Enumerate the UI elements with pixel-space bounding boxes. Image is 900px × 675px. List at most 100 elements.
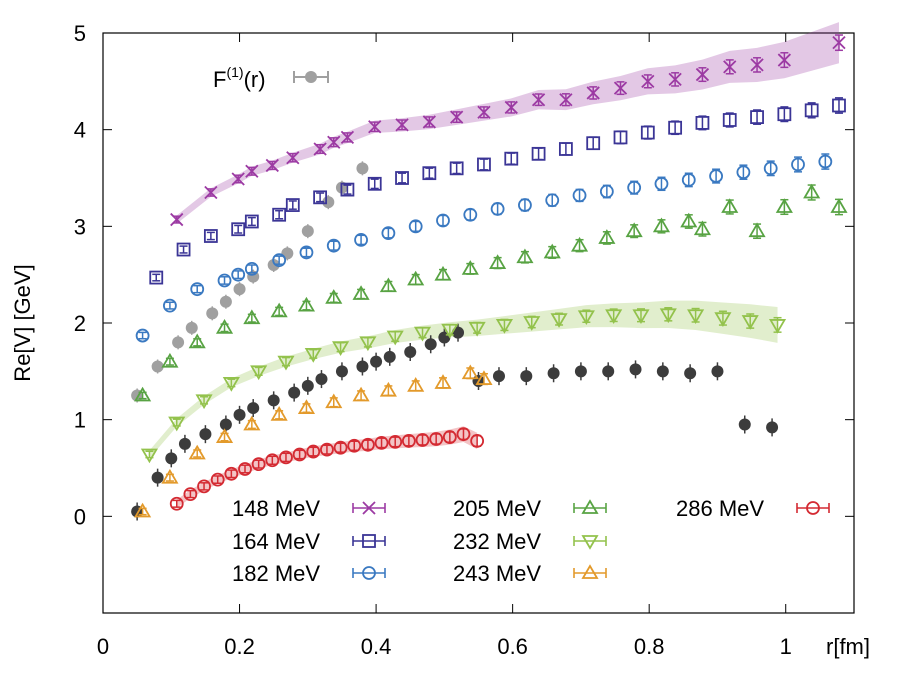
data-point	[709, 169, 723, 183]
data-point	[231, 172, 245, 186]
dark-point	[267, 394, 280, 407]
data-point	[550, 313, 568, 328]
dark-point	[233, 408, 246, 421]
data-point	[169, 496, 184, 511]
data-point	[270, 302, 288, 318]
data-point	[224, 466, 239, 481]
marker-shape	[224, 466, 239, 481]
gray-point	[356, 162, 369, 175]
marker-shape	[581, 499, 599, 514]
data-point	[518, 198, 532, 212]
marker-shape	[475, 370, 493, 385]
data-point	[408, 219, 423, 234]
data-point	[489, 254, 507, 269]
data-point	[367, 176, 382, 191]
dark-point	[492, 370, 505, 383]
data-point	[599, 184, 614, 199]
marker-stroke	[170, 212, 184, 227]
y-tick-label: 0	[74, 504, 86, 529]
data-point	[748, 222, 766, 238]
marker-shape	[243, 309, 261, 325]
gray-point	[185, 321, 198, 334]
marker-shape	[279, 450, 293, 465]
data-point	[832, 36, 846, 50]
data-point	[422, 115, 436, 129]
f1-label: F(1)(r)	[213, 64, 266, 92]
data-point	[140, 448, 158, 464]
marker-shape	[748, 222, 766, 238]
marker-shape	[750, 110, 764, 124]
marker-stroke	[204, 185, 218, 200]
marker-shape	[272, 207, 287, 222]
dark-point	[547, 367, 560, 380]
x-tick-label: 0.6	[497, 634, 528, 659]
marker-shape	[304, 348, 322, 363]
dark-point	[301, 379, 314, 392]
dark-point	[404, 346, 417, 358]
marker-shape	[347, 438, 362, 453]
data-point	[379, 277, 397, 293]
data-point	[243, 309, 261, 325]
marker-shape	[598, 229, 616, 244]
marker-shape	[640, 125, 655, 140]
marker-stroke	[340, 130, 355, 145]
marker-shape	[243, 415, 261, 431]
marker-shape	[332, 341, 350, 356]
data-point	[299, 245, 314, 260]
gray-point	[281, 247, 294, 260]
data-point	[434, 374, 452, 389]
marker-shape	[292, 447, 307, 462]
marker-shape	[832, 98, 846, 113]
data-point	[803, 183, 821, 199]
marker-stroke	[313, 142, 327, 156]
marker-stroke	[450, 110, 464, 124]
data-point	[188, 444, 206, 460]
marker-shape	[231, 222, 246, 237]
data-point	[354, 232, 368, 247]
marker-shape	[326, 238, 341, 253]
marker-shape	[768, 319, 787, 334]
data-point	[231, 222, 246, 237]
data-point	[777, 53, 791, 67]
data-point	[654, 176, 669, 191]
x-tick-label: 0.8	[634, 634, 665, 659]
gray-point	[172, 336, 185, 349]
marker-shape	[190, 282, 205, 297]
dark-point	[383, 350, 396, 363]
data-point	[244, 214, 259, 229]
marker-shape	[489, 254, 507, 269]
dark-background-points	[131, 323, 779, 521]
marker-shape	[352, 285, 370, 300]
marker-shape	[632, 309, 650, 325]
data-point	[477, 157, 491, 172]
marker-shape	[313, 190, 328, 205]
dark-point	[151, 471, 164, 484]
data-point	[325, 393, 343, 409]
dark-point	[452, 326, 465, 339]
marker-shape	[693, 220, 712, 236]
dark-point	[424, 338, 437, 351]
dark-point	[520, 370, 533, 383]
data-point	[163, 298, 177, 313]
marker-shape	[463, 207, 478, 222]
data-point	[681, 173, 696, 187]
data-point	[422, 166, 437, 181]
marker-shape	[830, 198, 848, 213]
marker-shape	[176, 242, 191, 257]
data-point	[326, 238, 341, 253]
data-point	[313, 142, 327, 156]
data-point	[680, 212, 698, 228]
marker-shape	[217, 273, 232, 288]
marker-stroke	[327, 135, 341, 149]
data-point	[695, 67, 710, 82]
marker-shape	[777, 107, 792, 122]
marker-shape	[297, 296, 316, 312]
data-point	[570, 236, 589, 252]
marker-shape	[379, 381, 397, 397]
marker-shape	[806, 501, 820, 515]
legend-marker	[581, 499, 599, 514]
data-point	[714, 312, 732, 327]
data-point	[461, 260, 479, 275]
data-point	[463, 207, 478, 222]
marker-shape	[441, 323, 459, 339]
